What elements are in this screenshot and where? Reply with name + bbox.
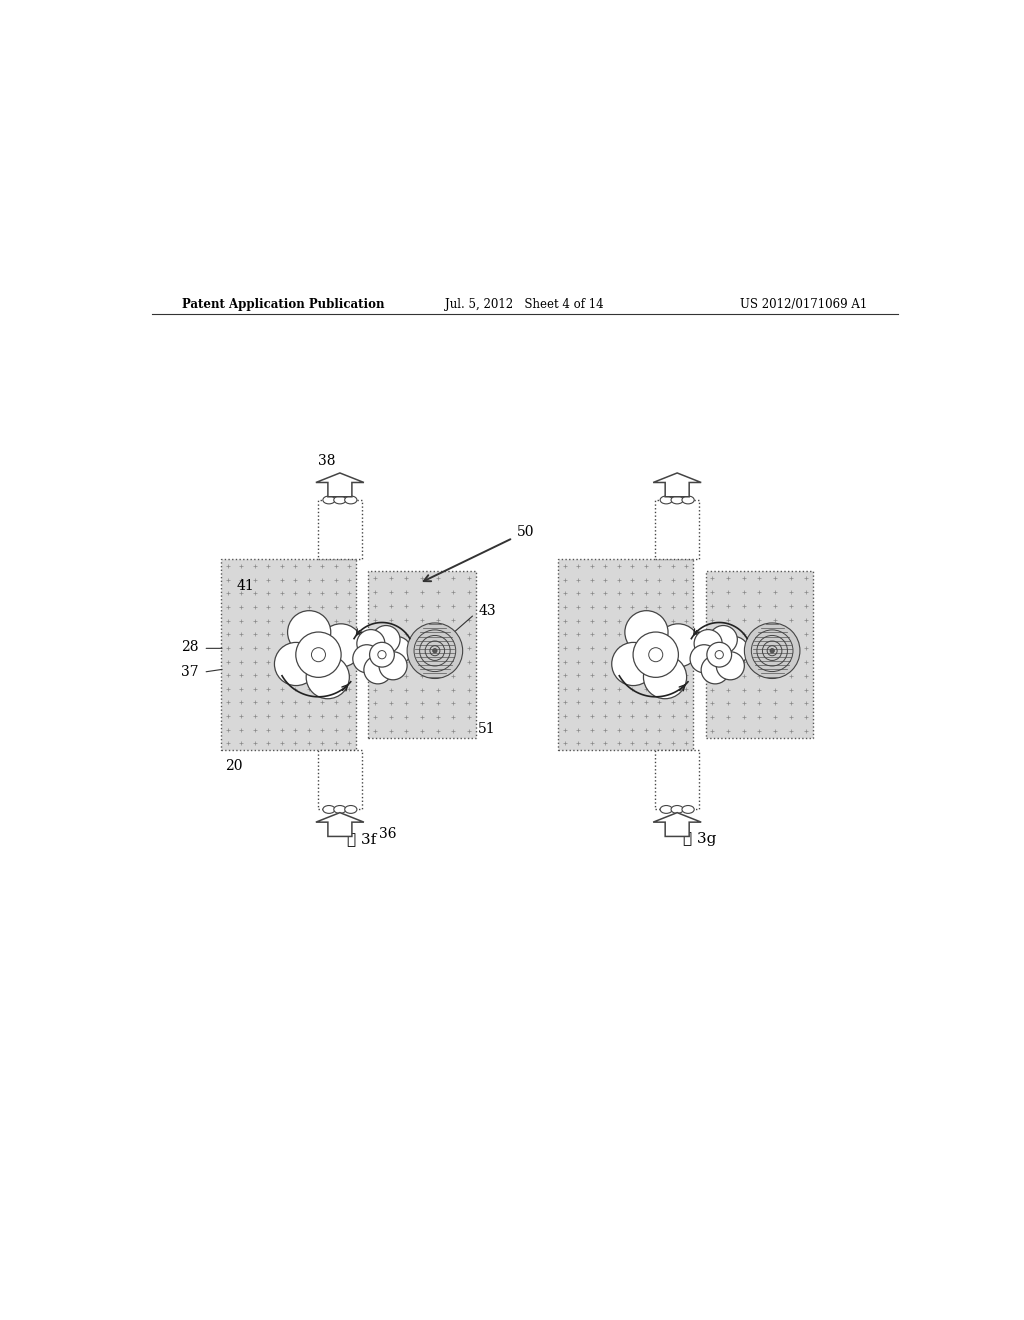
Text: 50: 50	[517, 524, 535, 539]
Ellipse shape	[671, 496, 683, 504]
Polygon shape	[315, 813, 364, 837]
Bar	[655, 500, 699, 560]
Text: 28: 28	[181, 640, 199, 653]
Circle shape	[296, 632, 341, 677]
Text: US 2012/0171069 A1: US 2012/0171069 A1	[740, 298, 867, 312]
Ellipse shape	[660, 496, 673, 504]
Ellipse shape	[345, 805, 357, 813]
Circle shape	[625, 611, 668, 653]
Circle shape	[690, 644, 718, 673]
Bar	[558, 560, 693, 750]
Circle shape	[364, 656, 392, 684]
Ellipse shape	[323, 496, 335, 504]
Circle shape	[311, 648, 326, 661]
Text: 37: 37	[181, 665, 199, 680]
Circle shape	[717, 652, 744, 680]
Text: 20: 20	[225, 759, 243, 774]
Text: Patent Application Publication: Patent Application Publication	[182, 298, 384, 312]
Circle shape	[288, 611, 331, 653]
Circle shape	[383, 636, 411, 665]
Circle shape	[633, 632, 679, 677]
Circle shape	[372, 626, 400, 653]
Circle shape	[379, 652, 408, 680]
Circle shape	[707, 643, 731, 667]
Ellipse shape	[682, 805, 694, 813]
Circle shape	[720, 636, 749, 665]
Bar	[369, 572, 475, 738]
Circle shape	[633, 632, 679, 677]
Bar	[221, 560, 355, 750]
Polygon shape	[653, 473, 701, 496]
Circle shape	[370, 643, 394, 667]
Ellipse shape	[334, 496, 346, 504]
Ellipse shape	[334, 805, 346, 813]
Circle shape	[370, 643, 394, 667]
Text: 51: 51	[478, 722, 496, 735]
Circle shape	[701, 656, 729, 684]
Circle shape	[715, 651, 723, 659]
Text: Jul. 5, 2012   Sheet 4 of 14: Jul. 5, 2012 Sheet 4 of 14	[445, 298, 604, 312]
Polygon shape	[315, 473, 364, 496]
Ellipse shape	[323, 805, 335, 813]
Circle shape	[770, 648, 774, 653]
Bar	[655, 750, 699, 809]
Text: 36: 36	[379, 828, 396, 841]
Bar	[318, 500, 361, 560]
Circle shape	[611, 643, 655, 685]
Circle shape	[707, 643, 731, 667]
Circle shape	[710, 626, 737, 653]
Ellipse shape	[345, 496, 357, 504]
Circle shape	[694, 630, 722, 657]
Bar	[318, 750, 361, 809]
Text: 图 3f: 图 3f	[347, 832, 377, 846]
Circle shape	[274, 643, 317, 685]
Circle shape	[649, 648, 663, 661]
Text: 41: 41	[237, 579, 254, 593]
Circle shape	[306, 656, 349, 698]
Circle shape	[353, 644, 381, 673]
Bar	[706, 572, 813, 738]
Ellipse shape	[671, 805, 683, 813]
Circle shape	[433, 648, 437, 653]
Polygon shape	[653, 813, 701, 837]
Text: 38: 38	[318, 454, 336, 469]
Circle shape	[319, 624, 362, 667]
Ellipse shape	[660, 805, 673, 813]
Text: 图 3g: 图 3g	[683, 832, 716, 846]
Circle shape	[296, 632, 341, 677]
Circle shape	[656, 624, 699, 667]
Circle shape	[744, 623, 800, 678]
Circle shape	[643, 656, 687, 698]
Circle shape	[378, 651, 386, 659]
Circle shape	[356, 630, 385, 657]
Text: 43: 43	[478, 605, 497, 618]
Ellipse shape	[682, 496, 694, 504]
Circle shape	[408, 623, 463, 678]
